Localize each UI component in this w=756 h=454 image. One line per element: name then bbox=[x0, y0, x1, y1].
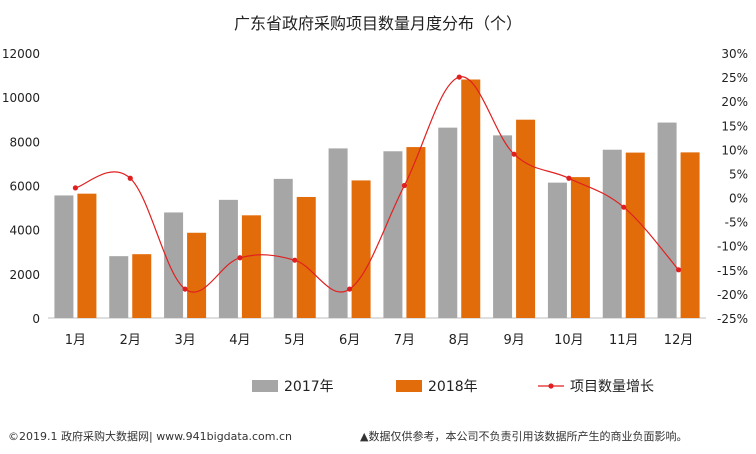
bar-2017年 bbox=[547, 182, 567, 318]
growth-point bbox=[621, 204, 627, 210]
bar-2017年 bbox=[657, 122, 677, 318]
y-right-tick-label: 15% bbox=[721, 119, 748, 133]
y-right-tick-label: 30% bbox=[721, 47, 748, 61]
growth-point bbox=[566, 175, 572, 181]
bar-2018年 bbox=[132, 254, 152, 318]
bar-2017年 bbox=[493, 135, 513, 318]
growth-point bbox=[237, 255, 243, 261]
y-left-tick-label: 2000 bbox=[9, 268, 40, 282]
bar-2017年 bbox=[383, 151, 403, 318]
y-right-tick-label: -25% bbox=[717, 312, 748, 326]
y-right-tick-label: 5% bbox=[729, 167, 748, 181]
growth-point bbox=[401, 182, 408, 189]
legend-swatch bbox=[396, 380, 422, 392]
x-tick-label: 1月 bbox=[65, 333, 86, 348]
y-right-tick-label: 10% bbox=[721, 143, 748, 157]
bar-2017年 bbox=[328, 148, 348, 318]
y-left-tick-label: 6000 bbox=[9, 180, 40, 194]
legend-label: 项目数量增长 bbox=[570, 379, 654, 395]
legend-swatch bbox=[252, 380, 278, 392]
x-tick-label: 6月 bbox=[339, 333, 360, 348]
y-right-tick-label: 20% bbox=[721, 95, 748, 109]
chart-title: 广东省政府采购项目数量月度分布（个） bbox=[234, 14, 522, 33]
growth-point bbox=[675, 267, 682, 273]
growth-point bbox=[511, 151, 517, 157]
footer-disclaimer: ▲数据仅供参考，本公司不负责引用该数据所产生的商业负面影响。 bbox=[360, 430, 688, 443]
x-tick-label: 5月 bbox=[284, 333, 305, 348]
bar-2017年 bbox=[109, 256, 129, 318]
growth-point bbox=[182, 286, 188, 292]
y-right-tick-label: -10% bbox=[717, 240, 748, 254]
x-tick-label: 4月 bbox=[229, 333, 250, 348]
y-left-tick-label: 8000 bbox=[9, 135, 40, 149]
bar-2018年 bbox=[77, 193, 97, 318]
x-tick-label: 7月 bbox=[394, 333, 415, 348]
legend-swatch-point bbox=[548, 383, 554, 389]
x-tick-label: 10月 bbox=[554, 333, 584, 348]
y-right-tick-label: -15% bbox=[717, 264, 748, 278]
x-tick-label: 3月 bbox=[174, 333, 195, 348]
bar-2018年 bbox=[187, 232, 207, 318]
bar-2018年 bbox=[406, 147, 426, 318]
growth-point bbox=[72, 185, 79, 191]
growth-point bbox=[127, 175, 133, 181]
bar-2018年 bbox=[625, 152, 645, 318]
y-left-tick-label: 10000 bbox=[2, 91, 40, 105]
x-tick-label: 11月 bbox=[609, 333, 639, 348]
bar-2018年 bbox=[570, 177, 590, 318]
x-tick-label: 2月 bbox=[120, 333, 141, 348]
bar-2018年 bbox=[351, 180, 371, 318]
legend-label: 2017年 bbox=[284, 379, 334, 395]
bar-2018年 bbox=[461, 79, 481, 318]
legend-label: 2018年 bbox=[428, 379, 478, 395]
y-right-tick-label: 0% bbox=[729, 192, 748, 206]
bar-2017年 bbox=[218, 199, 238, 318]
bar-2017年 bbox=[438, 127, 458, 319]
y-right-tick-label: -20% bbox=[717, 288, 748, 302]
y-left-tick-label: 4000 bbox=[9, 224, 40, 238]
x-tick-label: 9月 bbox=[503, 333, 524, 348]
bar-2018年 bbox=[680, 152, 700, 318]
bar-2017年 bbox=[273, 178, 293, 318]
footer-source: ©2019.1 政府采购大数据网| www.941bigdata.com.cn bbox=[8, 430, 292, 443]
bar-2018年 bbox=[296, 196, 316, 318]
bar-2017年 bbox=[54, 195, 74, 318]
x-tick-label: 8月 bbox=[449, 333, 470, 348]
bar-2018年 bbox=[241, 215, 261, 318]
y-right-tick-label: -5% bbox=[725, 216, 748, 230]
bar-2018年 bbox=[516, 119, 536, 318]
growth-point bbox=[292, 257, 298, 263]
y-right-tick-label: 25% bbox=[721, 71, 748, 85]
growth-point bbox=[346, 286, 353, 292]
bar-2017年 bbox=[164, 212, 184, 318]
bar-2017年 bbox=[602, 149, 622, 318]
y-left-tick-label: 0 bbox=[32, 312, 40, 326]
growth-point bbox=[456, 74, 462, 80]
y-left-tick-label: 12000 bbox=[2, 47, 40, 61]
x-tick-label: 12月 bbox=[664, 333, 694, 348]
